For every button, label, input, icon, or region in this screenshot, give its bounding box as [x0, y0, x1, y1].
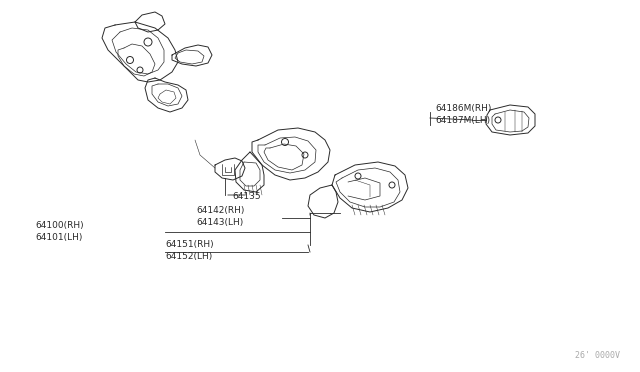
Text: 64135: 64135 [232, 192, 260, 201]
Text: 64143(LH): 64143(LH) [196, 218, 243, 227]
Text: 64187M(LH): 64187M(LH) [435, 115, 490, 125]
Text: 64142(RH): 64142(RH) [196, 205, 244, 215]
Text: 26' 0000V: 26' 0000V [575, 351, 620, 360]
Text: 64151(RH): 64151(RH) [165, 241, 214, 250]
Text: 64101(LH): 64101(LH) [35, 232, 83, 241]
Text: 64186M(RH): 64186M(RH) [435, 103, 492, 112]
Text: 64152(LH): 64152(LH) [165, 253, 212, 262]
Text: 64100(RH): 64100(RH) [35, 221, 84, 230]
